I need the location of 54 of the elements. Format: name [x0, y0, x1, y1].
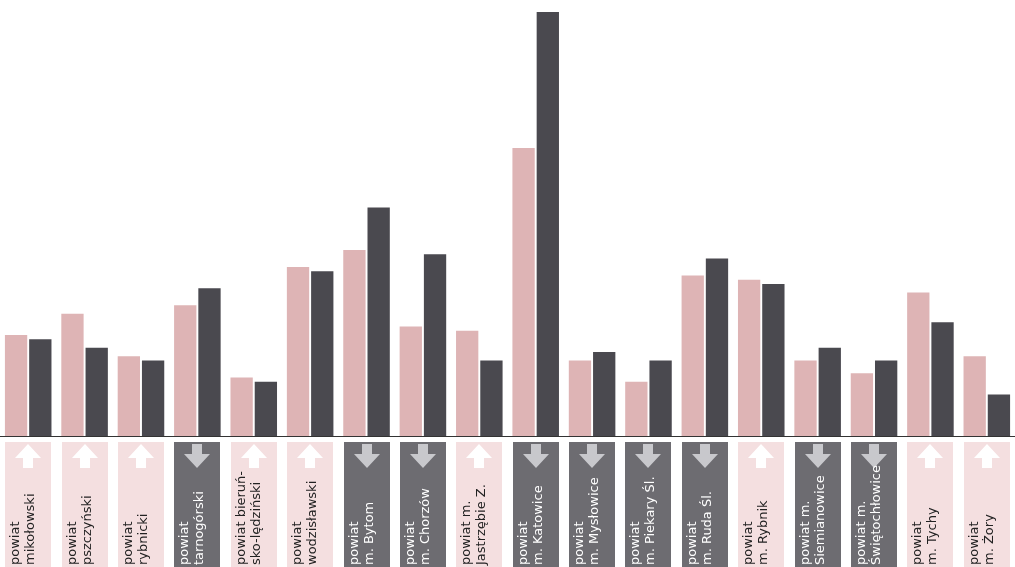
bar: [649, 360, 672, 437]
bar: [705, 258, 729, 437]
x-tick-label: powiat m. Ruda Śl.: [683, 490, 714, 565]
x-tick-label: powiat bieruń- sko-lędziński: [232, 469, 263, 565]
x-tick-label: powiat m. Bytom: [345, 500, 376, 565]
bar: [963, 356, 986, 437]
x-tick-label: powiat m. Mysłowice: [571, 476, 602, 565]
x-tick-label: powiat m. Chorzów: [401, 487, 432, 565]
bar: [367, 207, 390, 437]
bar: [456, 330, 479, 437]
bar: [875, 360, 898, 437]
x-tick-label: powiat mikołowski: [7, 492, 38, 565]
bar: [850, 373, 874, 437]
bar: [480, 360, 503, 437]
bar: [4, 335, 28, 437]
x-tick-label: powiat pszczyński: [63, 494, 94, 565]
bar: [399, 326, 422, 437]
bar: [737, 279, 761, 437]
bar: [536, 12, 559, 437]
bar: [423, 254, 447, 437]
x-tick-label: powiat m. Jastrzębie Z.: [458, 483, 489, 565]
bar: [254, 381, 278, 437]
bar: [681, 275, 704, 437]
bar: [512, 148, 535, 437]
bar: [568, 360, 592, 437]
x-tick-label: powiat m. Katowice: [514, 484, 545, 565]
bar: [987, 394, 1011, 437]
bar: [141, 360, 165, 437]
x-tick-label: powiat m. Rybnik: [740, 499, 771, 565]
x-tick-label: powiat wodzisławski: [289, 479, 320, 565]
bar: [85, 347, 108, 437]
bar: [198, 288, 221, 437]
bar: [794, 360, 817, 437]
bar: [762, 284, 785, 437]
bar: [230, 377, 253, 437]
x-tick-label: powiat rybnicki: [119, 512, 150, 565]
x-tick-label: powiat tarnogórski: [176, 490, 207, 565]
x-tick-label: powiat m. Świętochłowice: [853, 465, 884, 565]
bar: [931, 322, 954, 437]
bar: [311, 271, 334, 437]
bar: [907, 292, 930, 437]
x-tick-label: powiat m. Żory: [965, 513, 996, 565]
bar: [625, 381, 648, 437]
x-tick-label: powiat m. Siemianowice: [796, 474, 827, 565]
bar: [61, 313, 84, 437]
bar: [286, 267, 310, 437]
bar: [174, 305, 197, 437]
bar: [593, 352, 616, 437]
bar: [343, 250, 366, 437]
x-tick-label: powiat m. Piekary Śl.: [627, 475, 658, 565]
x-tick-label: powiat m. Tychy: [909, 506, 940, 565]
bar: [29, 339, 52, 437]
bar: [117, 356, 140, 437]
bar: [818, 347, 841, 437]
